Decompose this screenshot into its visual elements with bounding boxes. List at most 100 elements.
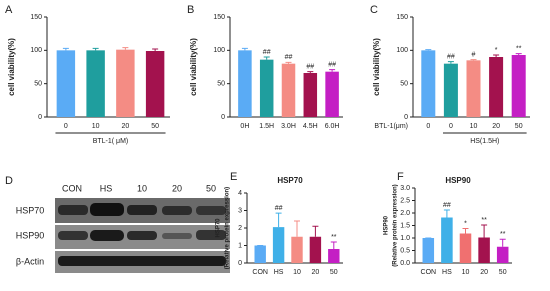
y-tick-label: 50 (34, 81, 42, 88)
lane-label: 20 (172, 183, 182, 193)
bar (259, 59, 274, 117)
band (162, 233, 192, 239)
error-bar (515, 53, 522, 55)
x-tick-label: 50 (515, 123, 523, 130)
error-bar (263, 56, 270, 60)
panel-label: A (5, 4, 13, 16)
annotation: * (495, 47, 498, 54)
band (162, 206, 192, 215)
annotation: ** (500, 231, 506, 238)
row-label: HSP70 (16, 205, 45, 215)
y-tick-label: 1 (238, 242, 242, 249)
band (58, 256, 226, 266)
error-bar (470, 59, 477, 61)
y-axis-label: cell viability(%) (7, 38, 16, 96)
x-tick-label: 10 (92, 123, 100, 130)
x-tick-label: CON (252, 269, 268, 276)
y-tick-label: 150 (396, 14, 408, 21)
y-axis-label: (Relative protein expression) (225, 187, 231, 269)
band (58, 205, 88, 215)
bar (496, 246, 509, 263)
x-tick-label: 10 (293, 269, 301, 276)
error-bar (329, 69, 336, 72)
lane-label: 10 (137, 183, 147, 193)
error-bar (330, 241, 337, 249)
error-bar (312, 225, 319, 237)
y-axis-label: HSP90 (384, 215, 390, 235)
annotation: ** (331, 234, 337, 241)
band (127, 231, 157, 240)
x-tick-label: 10 (462, 269, 470, 276)
x-tick-label: 10 (470, 123, 478, 130)
annotation: ## (447, 54, 455, 61)
x-tick-label: 0 (449, 123, 453, 130)
bar (511, 55, 526, 117)
y-tick-label: 4 (238, 190, 242, 197)
annotation: ## (263, 49, 271, 56)
band (90, 203, 124, 216)
bar (254, 245, 266, 263)
bar (489, 57, 504, 117)
panel-label: B (187, 4, 194, 16)
y-tick-label: 150 (30, 14, 42, 21)
annotation: ## (306, 64, 314, 71)
error-bar (499, 238, 506, 247)
x-tick-label: 20 (492, 123, 500, 130)
x-tick-label: HS (274, 269, 284, 276)
panel-label: E (230, 171, 237, 183)
y-tick-label: 0 (221, 114, 225, 121)
error-bar (443, 209, 450, 218)
band (127, 205, 157, 215)
annotation: * (464, 220, 467, 227)
x-tick-label: 1.5H (259, 123, 274, 130)
error-bar (447, 61, 454, 64)
lane-label: CON (62, 183, 82, 193)
x-tick-label: 50 (499, 269, 507, 276)
bar (459, 233, 472, 263)
x-tick-label: HS (442, 269, 452, 276)
y-tick-label: 1.5 (400, 222, 410, 229)
bar (328, 249, 340, 263)
error-bar (307, 71, 314, 73)
x-tick-label: 20 (480, 269, 488, 276)
bar (422, 238, 435, 263)
band (196, 206, 226, 215)
blot-image (55, 198, 230, 273)
row-label: HSP90 (16, 230, 45, 240)
x-tick-label: 20 (312, 269, 320, 276)
annotation: ## (443, 202, 451, 209)
bar (86, 50, 105, 118)
x-tick-label: CON (421, 269, 437, 276)
error-bar (294, 220, 300, 237)
bar (303, 73, 318, 117)
bar (466, 60, 481, 117)
y-tick-label: 100 (30, 47, 42, 54)
bar (116, 49, 135, 117)
chart-title: HSP70 (277, 176, 303, 185)
bar (441, 217, 453, 263)
error-bar (62, 47, 69, 51)
y-tick-label: 150 (213, 14, 225, 21)
row-label: β-Actin (16, 256, 44, 266)
y-tick-label: 100 (213, 47, 225, 54)
x-tick-label: 4.5H (303, 123, 318, 130)
error-bar (481, 224, 488, 238)
y-axis-label: HSP70 (216, 218, 222, 238)
error-bar (462, 228, 469, 234)
lane-label: HS (100, 183, 113, 193)
y-axis-label: cell viability(%) (372, 38, 381, 96)
y-tick-label: 1.0 (400, 235, 410, 242)
error-bar (122, 47, 129, 50)
y-tick-label: 0 (38, 114, 42, 121)
bar (309, 236, 322, 263)
panel-label: F (397, 171, 404, 183)
annotation: # (472, 52, 476, 59)
bar (443, 63, 458, 117)
x-axis-label: HS(1.5H) (470, 138, 499, 145)
band (90, 230, 124, 241)
x-tick-label: 0H (240, 123, 249, 130)
x-tick-label: 3.0H (281, 123, 296, 130)
annotation: ## (328, 62, 336, 69)
y-tick-label: 0 (404, 114, 408, 121)
